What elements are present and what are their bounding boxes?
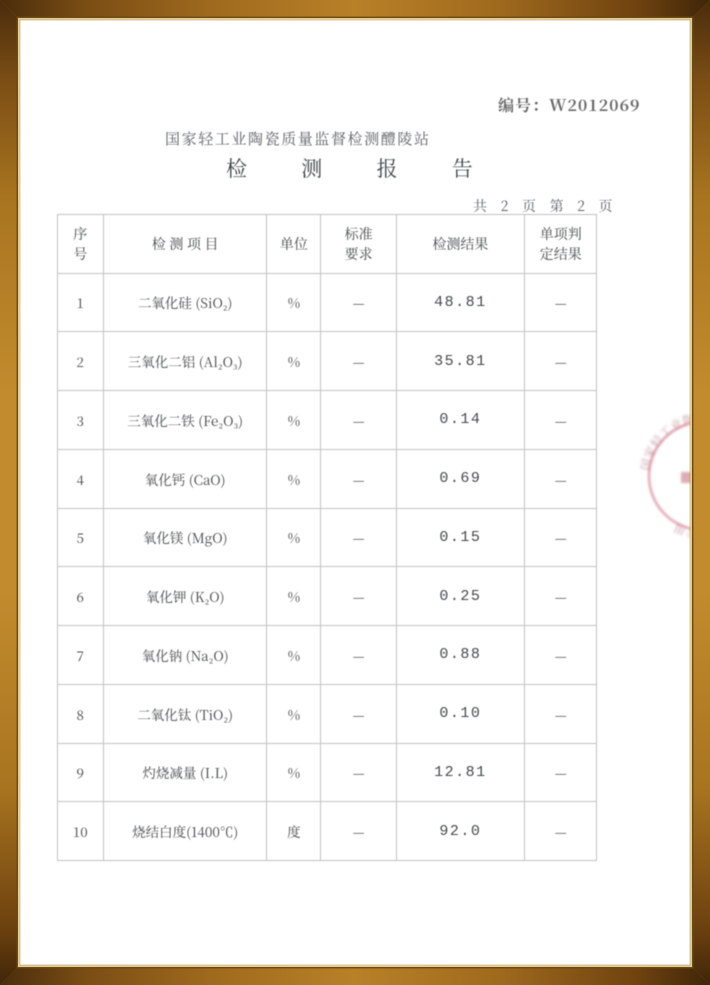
- svg-text:监督检测醴陵站专用: 监督检测醴陵站专用: [671, 480, 690, 540]
- svg-text:国家轻工业陶瓷质检: 国家轻工业陶瓷质检: [639, 412, 690, 472]
